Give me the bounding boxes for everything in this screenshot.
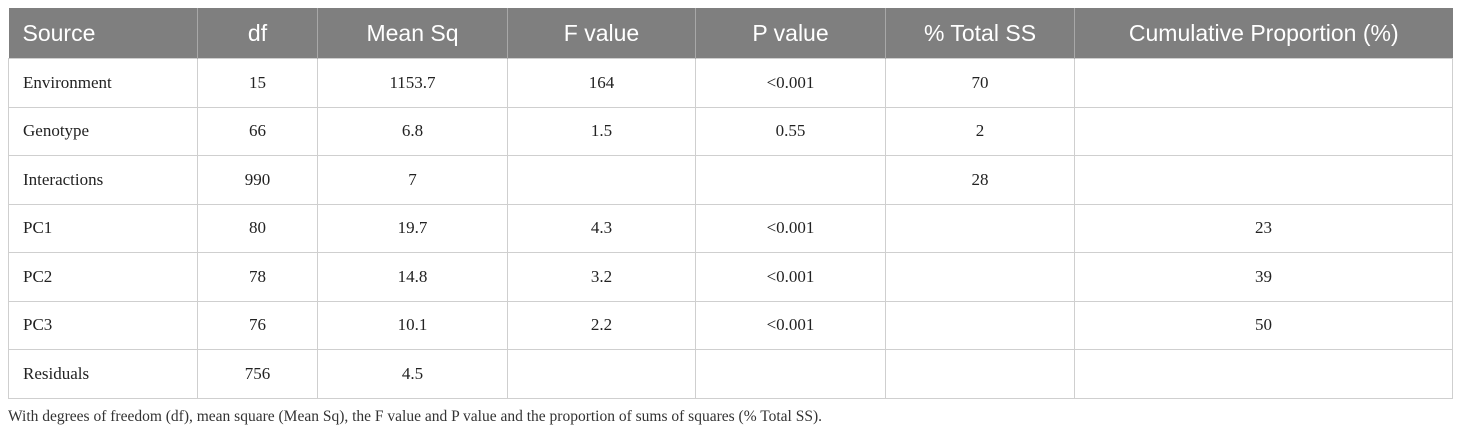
table-cell: 66 xyxy=(197,106,318,156)
table-cell: 3.2 xyxy=(507,252,696,302)
table-cell: 70 xyxy=(885,58,1075,108)
table-cell: 28 xyxy=(885,155,1075,205)
table-row: Genotype 66 6.8 1.5 0.55 2 xyxy=(8,106,1453,156)
table-cell: 6.8 xyxy=(317,106,508,156)
table-cell: 1153.7 xyxy=(317,58,508,108)
table-row: PC1 80 19.7 4.3 <0.001 23 xyxy=(8,203,1453,253)
table-row: PC3 76 10.1 2.2 <0.001 50 xyxy=(8,300,1453,350)
table-body: Environment 15 1153.7 164 <0.001 70 Genotype 66… xyxy=(8,58,1453,399)
empty-cell xyxy=(1074,58,1453,108)
empty-cell xyxy=(885,252,1075,302)
header-cell: Mean Sq xyxy=(317,8,508,59)
table-cell: 756 xyxy=(197,349,318,399)
table-cell: 2 xyxy=(885,106,1075,156)
table-cell: PC2 xyxy=(8,252,198,302)
table-cell: 23 xyxy=(1074,203,1453,253)
table-cell: 78 xyxy=(197,252,318,302)
empty-cell xyxy=(507,155,696,205)
header-cell: df xyxy=(197,8,318,59)
anova-table: Source df Mean Sq F value P value% Total SS C… xyxy=(8,8,1453,399)
table-cell: 2.2 xyxy=(507,300,696,350)
table-cell: 164 xyxy=(507,58,696,108)
caption: With degrees of freedom (df), mean squar… xyxy=(8,408,822,425)
empty-cell xyxy=(1074,155,1453,205)
header-cell: F value xyxy=(507,8,696,59)
table-cell: <0.001 xyxy=(695,203,886,253)
table-container: Source df Mean Sq F value P value% Total SS C… xyxy=(8,8,1453,399)
header-cell: % Total SS xyxy=(885,8,1075,59)
table-cell: 7 xyxy=(317,155,508,205)
table-cell: Genotype xyxy=(8,106,198,156)
table-cell: <0.001 xyxy=(695,58,886,108)
empty-cell xyxy=(695,349,886,399)
empty-cell xyxy=(885,349,1075,399)
table-cell: Residuals xyxy=(8,349,198,399)
table-cell: 39 xyxy=(1074,252,1453,302)
table-cell: 50 xyxy=(1074,300,1453,350)
table-row: Interactions 990 7 28 xyxy=(8,155,1453,205)
table-cell: 4.3 xyxy=(507,203,696,253)
header-cell: P value xyxy=(695,8,886,59)
header-row: Source df Mean Sq F value P value% Total SS C… xyxy=(8,8,1453,59)
table-cell: 10.1 xyxy=(317,300,508,350)
empty-cell xyxy=(1074,106,1453,156)
table-cell: Environment xyxy=(8,58,198,108)
table-row: Environment 15 1153.7 164 <0.001 70 xyxy=(8,58,1453,108)
table-row: Residuals 756 4.5 xyxy=(8,349,1453,399)
header-cell: Cumulative Proportion (%) xyxy=(1074,8,1453,59)
table-cell: 19.7 xyxy=(317,203,508,253)
table-cell: PC3 xyxy=(8,300,198,350)
empty-cell xyxy=(885,300,1075,350)
table-cell: 1.5 xyxy=(507,106,696,156)
table-row: PC2 78 14.8 3.2 <0.001 39 xyxy=(8,252,1453,302)
table-cell: PC1 xyxy=(8,203,198,253)
table-cell: 990 xyxy=(197,155,318,205)
empty-cell xyxy=(507,349,696,399)
table-cell: 14.8 xyxy=(317,252,508,302)
table-cell: 0.55 xyxy=(695,106,886,156)
empty-cell xyxy=(1074,349,1453,399)
empty-cell xyxy=(695,155,886,205)
table-cell: 15 xyxy=(197,58,318,108)
empty-cell xyxy=(885,203,1075,253)
table-cell: Interactions xyxy=(8,155,198,205)
table-cell: 4.5 xyxy=(317,349,508,399)
header-cell: Source xyxy=(8,8,198,59)
table-cell: <0.001 xyxy=(695,300,886,350)
table-cell: 76 xyxy=(197,300,318,350)
table-cell: <0.001 xyxy=(695,252,886,302)
table-cell: 80 xyxy=(197,203,318,253)
